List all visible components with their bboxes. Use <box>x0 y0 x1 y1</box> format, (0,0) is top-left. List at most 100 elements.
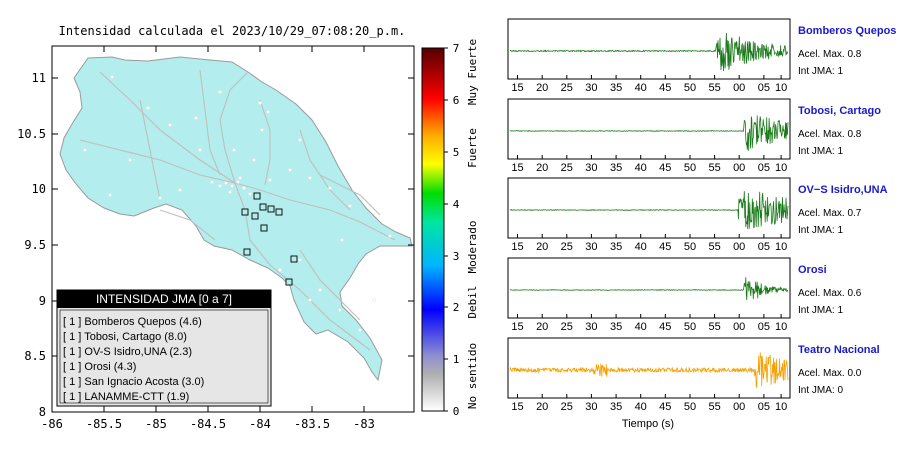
city-dot <box>232 148 236 152</box>
intensity-colorbar: 7 6 5 4 3 2 1 0 Muy Fuerte Fuerte Moderado Debil No… <box>421 39 479 418</box>
city-dot <box>266 110 270 114</box>
station-int-jma: Int JMA: 1 <box>798 146 843 157</box>
city-dot <box>128 158 132 162</box>
station-accel-max: Acel. Max. 0.8 <box>798 49 862 60</box>
road-line <box>159 209 216 241</box>
city-dot <box>228 190 232 194</box>
waveform-x-tick-label: 20 <box>536 401 548 413</box>
city-dot <box>328 186 332 190</box>
station-accel-max: Acel. Max. 0.7 <box>798 208 862 219</box>
legend-items: [ 1 ] Bomberos Quepos (4.6) [ 1 ] Tobosi,… <box>63 316 204 403</box>
waveform-trace <box>509 277 789 301</box>
city-dot <box>158 196 162 200</box>
road-line <box>99 71 236 184</box>
map-y-tick-label: 9.5 <box>24 238 46 252</box>
colorbar-gradient <box>421 47 445 412</box>
waveform-x-tick-label: 55 <box>708 82 720 94</box>
city-dot <box>298 138 302 142</box>
map-y-tick-label: 10 <box>32 182 46 196</box>
station-name: OV−S Isidro,UNA <box>798 184 888 196</box>
city-dot <box>178 188 182 192</box>
waveform-x-tick-label: 10 <box>775 241 787 253</box>
legend-header-bg <box>57 290 271 308</box>
road-line <box>199 69 221 176</box>
waveform-x-tick-label: 55 <box>708 321 720 333</box>
waveform-panel: 15 20 25 30 35 40 45 50 55 00 05 10 Orosi Acel. Max. … <box>507 257 862 333</box>
waveform-x-tick-label: 10 <box>775 162 787 174</box>
map-x-axis: -86 -85.5 -85 -84.5 -84 -83.5 -83 <box>41 46 375 431</box>
city-dot <box>252 158 256 162</box>
waveform-x-tick-label: 25 <box>561 241 573 253</box>
waveform-x-tick-label: 00 <box>733 162 745 174</box>
waveform-x-tick-label: 50 <box>684 401 696 413</box>
station-int-jma: Int JMA: 1 <box>798 66 843 77</box>
colorbar-label: Debil <box>466 285 479 318</box>
station-marker <box>253 192 261 200</box>
map-y-tick-label: 11 <box>32 71 46 85</box>
map-y-tick-label: 8.5 <box>24 349 46 363</box>
waveform-x-tick-label: 15 <box>511 401 523 413</box>
legend-item: [ 1 ] San Ignacio Acosta (3.0) <box>63 376 204 388</box>
waveform-frame <box>507 18 791 80</box>
colorbar-label: Moderado <box>466 221 479 274</box>
city-dot <box>308 176 312 180</box>
waveform-x-tick-label: 30 <box>585 241 597 253</box>
waveform-x-tick-label: 25 <box>561 82 573 94</box>
map-panel: -86 -85.5 -85 -84.5 -84 -83.5 -83 11 10.5 10 9.5 9… <box>17 45 415 431</box>
map-title: Intensidad calculada el 2023/10/29_07:08… <box>59 24 406 38</box>
waveform-x-tick-label: 40 <box>635 241 647 253</box>
waveform-x-tick-label: 00 <box>733 401 745 413</box>
waveform-x-tick-label: 30 <box>585 82 597 94</box>
station-marker <box>275 208 283 216</box>
waveform-x-tick-label: 35 <box>610 82 622 94</box>
colorbar-tick-label: 1 <box>453 353 460 366</box>
city-dot <box>146 106 150 110</box>
waveform-trace <box>509 191 789 230</box>
intensity-legend: INTENSIDAD JMA [0 a 7] [ 1 ] Bomberos Qu… <box>56 289 272 407</box>
waveform-x-tick-label: 20 <box>536 321 548 333</box>
legend-item: [ 1 ] OV-S Isidro,UNA (2.3) <box>63 346 192 358</box>
station-name: Bomberos Quepos <box>798 25 896 37</box>
waveform-trace <box>509 32 789 72</box>
waveform-x-tick-label: 50 <box>684 321 696 333</box>
waveform-panel: 15 20 25 30 35 40 45 50 55 00 05 10 Bomberos Quepos A… <box>507 18 896 94</box>
city-dot <box>308 298 312 302</box>
waveform-panel: 15 20 25 30 35 40 45 50 55 00 05 10 Tobosi, Cartago A… <box>507 98 881 174</box>
colorbar-labels: Muy Fuerte Fuerte Moderado Debil No sentido <box>466 39 479 409</box>
city-dot <box>260 128 264 132</box>
legend-item: [ 1 ] Orosi (4.3) <box>63 361 136 373</box>
map-y-tick-label: 8 <box>39 405 46 419</box>
map-y-tick-label: 10.5 <box>17 127 46 141</box>
city-dot <box>258 101 262 105</box>
waveform-trace <box>509 115 789 151</box>
legend-header: INTENSIDAD JMA [0 a 7] <box>96 292 232 306</box>
colorbar-label: No sentido <box>466 343 479 409</box>
waveform-x-tick-label: 30 <box>585 321 597 333</box>
waveform-x-tick-label: 35 <box>610 401 622 413</box>
city-dot <box>338 308 342 312</box>
waveform-frame <box>507 337 791 399</box>
colorbar-tick-label: 4 <box>453 198 460 211</box>
city-dot <box>358 328 362 332</box>
waveform-x-tick-label: 50 <box>684 162 696 174</box>
city-markers <box>83 75 392 332</box>
city-dot <box>236 180 240 184</box>
waveform-trace <box>509 352 789 388</box>
station-markers <box>241 192 298 286</box>
waveform-x-tick-label: 05 <box>758 82 770 94</box>
colorbar-ticks: 7 6 5 4 3 2 1 0 <box>444 42 460 418</box>
waveform-x-tick-label: 45 <box>659 82 671 94</box>
waveform-x-tick-label: 45 <box>659 162 671 174</box>
map-x-tick-label: -84 <box>249 417 271 431</box>
waveform-x-tick-label: 00 <box>733 82 745 94</box>
waveform-x-tick-label: 45 <box>659 241 671 253</box>
waveform-x-tick-label: 40 <box>635 82 647 94</box>
map-x-tick-label: -83.5 <box>294 417 330 431</box>
road-line <box>259 99 271 186</box>
waveform-x-tick-label: 50 <box>684 82 696 94</box>
station-marker <box>285 278 293 286</box>
waveform-x-tick-label: 15 <box>511 321 523 333</box>
city-dot <box>83 148 87 152</box>
road-line <box>139 99 161 201</box>
